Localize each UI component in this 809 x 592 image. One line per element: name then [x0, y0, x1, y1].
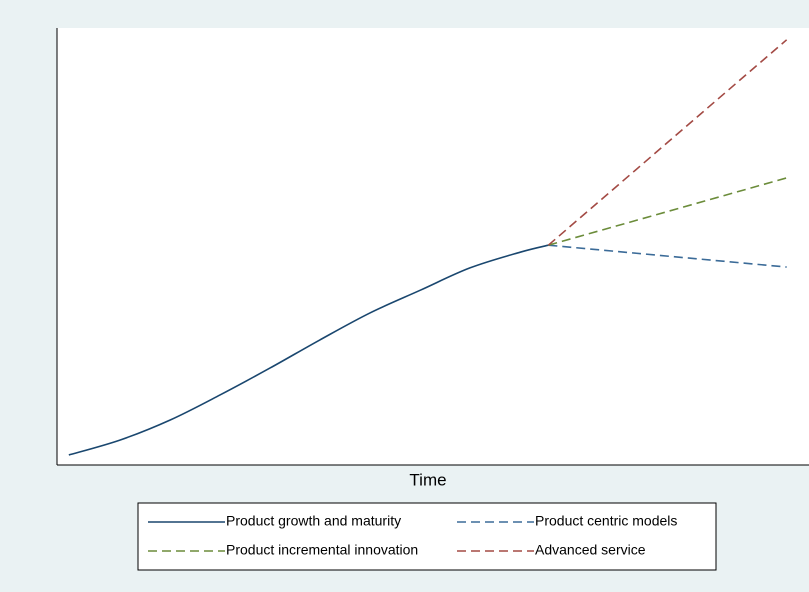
plot-area	[57, 28, 809, 465]
series-line	[68, 244, 549, 456]
legend-label: Advanced service	[535, 542, 646, 558]
x-axis-label: Time	[409, 470, 446, 489]
legend-label: Product growth and maturity	[226, 513, 401, 529]
legend-label: Product incremental innovation	[226, 542, 418, 558]
legend	[137, 502, 717, 571]
series-line	[548, 244, 787, 268]
series-line	[547, 39, 788, 246]
legend-label: Product centric models	[535, 513, 677, 529]
